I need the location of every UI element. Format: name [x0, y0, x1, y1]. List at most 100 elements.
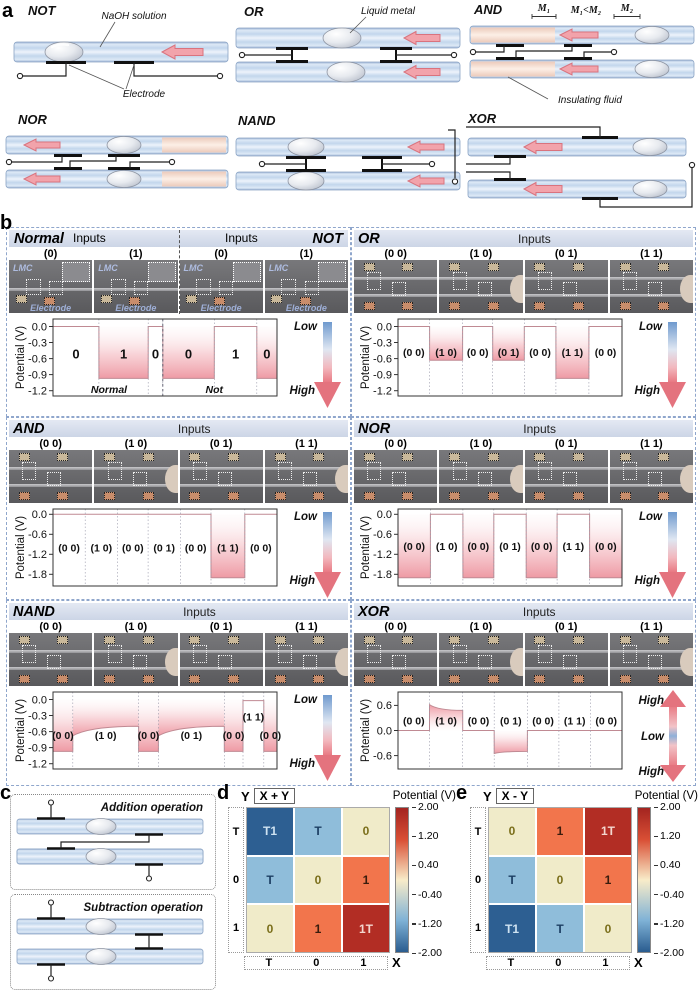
- potential-plot-xor: 0.6 0.0 -0.6 Potential (V) (0 0) (1 0) (0 0) (0…: [354, 687, 693, 785]
- wires: [22, 62, 218, 77]
- photo-input-label: (0 1): [554, 248, 578, 260]
- insulating-fluid-section: [471, 27, 555, 43]
- terminal: [145, 875, 153, 882]
- photo-input-label: (0 1): [554, 438, 578, 450]
- gate-title-nand: NAND: [238, 113, 276, 128]
- colorbar-tick-label: -2.00: [412, 947, 442, 959]
- electrode-bars: [496, 44, 592, 60]
- heatmap-cell: 1T: [343, 905, 389, 952]
- panel-title-not: NOT: [312, 231, 343, 247]
- terminal: [258, 160, 266, 168]
- label-m1-lt-m2: M₁<M₂: [570, 5, 601, 16]
- liquid-metal-droplet: [287, 171, 325, 191]
- terminal: [451, 178, 459, 185]
- heatmap-cell: 0: [247, 905, 293, 952]
- label-electrode: Electrode: [123, 89, 166, 100]
- photo-column: (0) LMC Electrode: [179, 248, 263, 313]
- liquid-metal-droplet: [85, 948, 117, 965]
- colorbar-tick-label: -0.40: [654, 889, 684, 901]
- arrow-label-low: Low: [294, 321, 318, 333]
- region-label: 0: [185, 346, 192, 361]
- region-label: (0 0): [58, 543, 80, 555]
- photo-column: (0 1): [179, 621, 263, 686]
- photo-inset: [147, 262, 176, 282]
- addition-title: Addition operation: [100, 802, 203, 814]
- panel-title-and: AND: [13, 420, 45, 437]
- y-tick-label: -0.6: [28, 726, 47, 738]
- experiment-photo: [354, 633, 438, 686]
- inputs-label: Inputs: [183, 604, 216, 619]
- y-axis-label: Y: [241, 788, 250, 804]
- y-tick-label: -0.6: [373, 353, 392, 365]
- colorbar-tick-label: 1.20: [654, 830, 680, 842]
- arrow-label-high: High: [289, 758, 315, 770]
- fingertip: [509, 647, 523, 676]
- heatmap-cell: 1: [343, 856, 389, 904]
- region-label: 0: [263, 346, 270, 361]
- liquid-metal-droplet: [85, 818, 117, 835]
- heatmap-cell: T: [295, 808, 341, 855]
- panel-c-operations: Addition operation Subtraction operation: [10, 790, 218, 994]
- mode-sublabel: Not: [206, 384, 224, 396]
- arrow-label-high: High: [638, 695, 664, 707]
- gate-title-or: OR: [244, 4, 264, 19]
- photo-column: (0 1): [524, 248, 608, 313]
- photo-input-label: (0 0): [39, 621, 62, 633]
- panel-label-a: a: [2, 0, 14, 22]
- photo-strip: (0 0) (1 0) (0 1) (1 1): [9, 621, 348, 686]
- photo-strip: (0 0) (1 0) (0 1) (1 1): [9, 438, 348, 503]
- heatmap-cell: T1: [247, 808, 293, 855]
- liquid-metal-droplet: [326, 61, 366, 83]
- fingertip: [509, 464, 523, 493]
- flow-arrows: [402, 30, 441, 80]
- y-tick-label: -0.3: [28, 710, 47, 722]
- photo-input-label: (1 0): [124, 438, 148, 450]
- photo-column: (0) LMC Electrode: [9, 248, 93, 313]
- y-ticks: T 0 1: [470, 807, 486, 953]
- colorbar-tick-label: 0.40: [654, 859, 680, 871]
- region-label: (1 1): [217, 543, 239, 555]
- panel-header: OR Inputs: [354, 230, 693, 247]
- experiment-photo: [524, 260, 608, 313]
- region-label: (0 0): [403, 541, 425, 553]
- y-tick-label: -0.3: [28, 337, 47, 349]
- y-tick-label: 1: [232, 922, 240, 934]
- gate-xor-schematic: XOR: [466, 108, 698, 219]
- terminal: [238, 51, 246, 59]
- photo-column: (1) LMC Electrode: [94, 248, 178, 313]
- heatmap-cell: 1T: [585, 808, 631, 855]
- arrow-label-low: Low: [641, 731, 665, 743]
- photo-inset: [232, 262, 261, 282]
- region-label: (0 1): [153, 543, 175, 555]
- label-m2: M₂: [620, 3, 633, 14]
- terminal: [216, 72, 224, 80]
- arrow-label-high: High: [289, 385, 315, 397]
- experiment-photo: [609, 633, 693, 686]
- flow-arrows: [22, 138, 61, 186]
- panel-and: AND Inputs (0 0) (1 0) (0 1) (1 1) 0.0 -0.6 -…: [6, 417, 351, 600]
- wires: [475, 45, 612, 59]
- y-axis-label: Potential (V): [360, 516, 372, 579]
- region-label: (0 1): [499, 541, 521, 553]
- x-tick-label: 0: [313, 956, 320, 969]
- y-tick-label: 0.0: [377, 725, 392, 737]
- region-label: (0 0): [595, 716, 617, 728]
- potential-plot-nand: 0.0 -0.3 -0.6 -0.9 -1.2 Potential (V) (0 0) (1 …: [9, 687, 348, 785]
- arrow-label-low: Low: [639, 511, 663, 523]
- y-tick-label: -0.9: [28, 369, 47, 381]
- terminal: [16, 72, 24, 80]
- experiment-photo: [609, 260, 693, 313]
- y-axis-label: Potential (V): [360, 699, 372, 762]
- photo-input-label: (0 1): [554, 621, 578, 633]
- region-label: (0 1): [498, 347, 520, 359]
- experiment-photo: [179, 633, 263, 686]
- photo-input-label: (0): [43, 248, 58, 260]
- electrode-label: Electrode: [200, 303, 242, 313]
- y-tick-label: 0.6: [377, 700, 392, 712]
- photo-strip: (0) LMC Electrode (1) LMC Electrode (0) LMC Elec…: [9, 248, 348, 313]
- experiment-photo: LMC Electrode: [179, 260, 263, 313]
- arrow-label-high: High: [634, 385, 660, 397]
- terminal: [450, 51, 458, 59]
